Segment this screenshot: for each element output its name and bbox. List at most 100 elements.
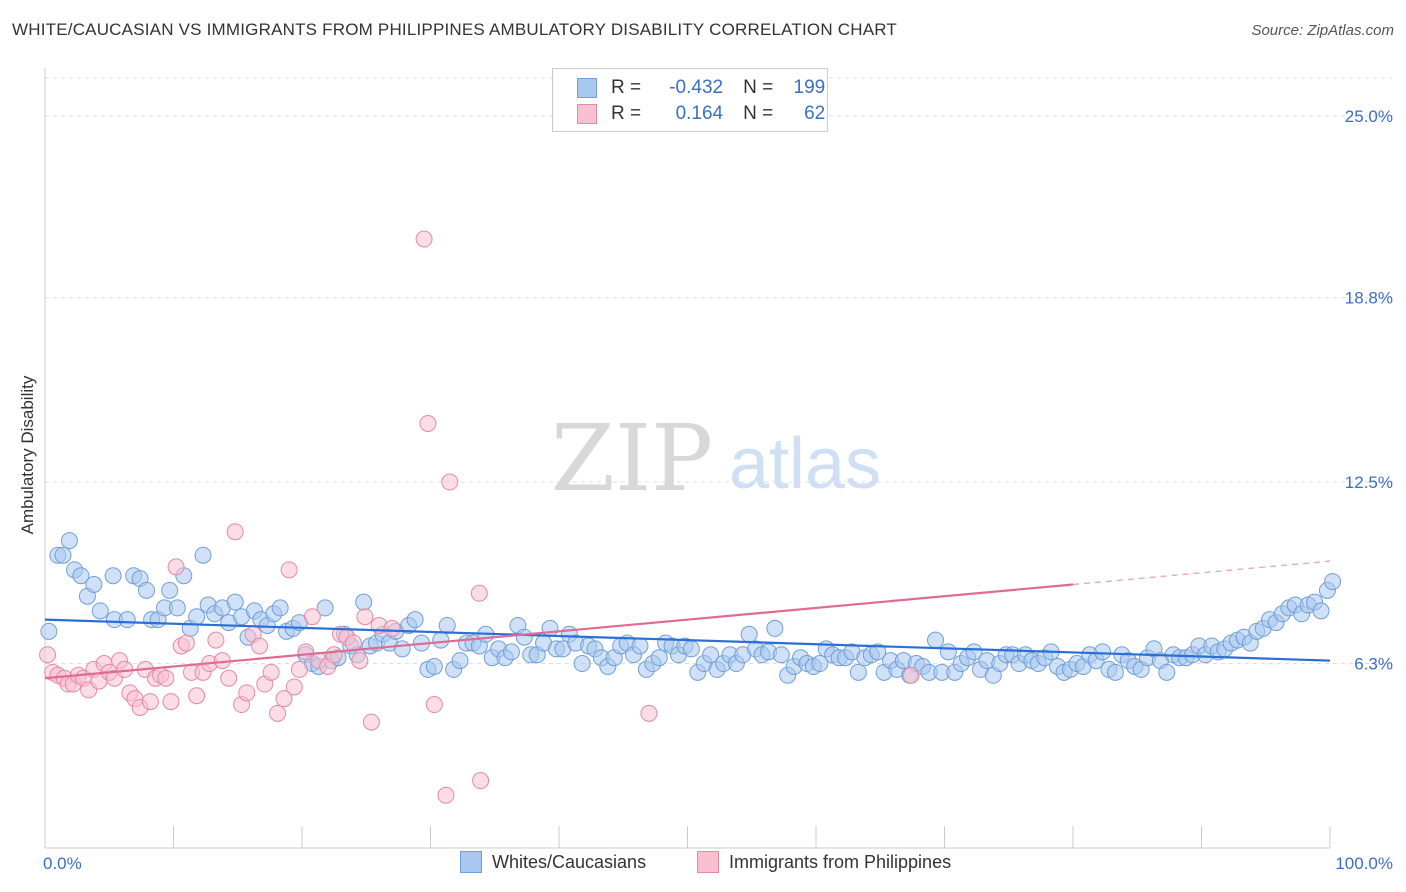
x-tick-label: 100.0% <box>1335 854 1393 873</box>
data-point-whites <box>515 628 533 646</box>
data-point-whites <box>1106 663 1124 681</box>
data-point-whites <box>226 593 244 611</box>
data-point-whites <box>869 643 887 661</box>
trend-line-philippines <box>44 583 1074 680</box>
watermark-zip: ZIP <box>551 405 713 512</box>
data-point-whites <box>631 637 649 655</box>
data-point-whites <box>965 643 983 661</box>
data-point-philippines <box>351 652 369 670</box>
data-point-philippines <box>356 608 374 626</box>
trend-lines <box>44 560 1331 680</box>
n-value-philippines: 62 <box>804 103 826 124</box>
chart-title: WHITE/CAUCASIAN VS IMMIGRANTS FROM PHILI… <box>12 20 897 39</box>
data-point-philippines <box>275 690 293 708</box>
data-point-whites <box>849 663 867 681</box>
data-point-whites <box>161 581 179 599</box>
data-point-philippines <box>220 669 238 687</box>
data-point-whites <box>740 625 758 643</box>
data-point-whites <box>91 602 109 620</box>
data-point-whites <box>766 619 784 637</box>
data-point-whites <box>502 643 520 661</box>
data-point-whites <box>772 646 790 664</box>
data-point-philippines <box>902 666 920 684</box>
data-point-whites <box>1158 663 1176 681</box>
axes <box>44 68 1331 849</box>
data-point-philippines <box>269 704 287 722</box>
legend-item-philippines: Immigrants from Philippines <box>697 851 951 873</box>
data-point-philippines <box>290 660 308 678</box>
data-point-philippines <box>162 693 180 711</box>
r-label: R = <box>611 77 642 98</box>
data-point-whites <box>927 631 945 649</box>
legend-item-whites: Whites/Caucasians <box>460 851 646 873</box>
n-label: N = <box>743 103 774 124</box>
y-tick-label: 12.5% <box>1345 473 1393 492</box>
watermark: ZIP atlas <box>551 405 881 512</box>
data-point-philippines <box>441 473 459 491</box>
data-point-philippines <box>325 646 343 664</box>
data-point-whites <box>939 643 957 661</box>
data-point-whites <box>811 655 829 673</box>
legend-swatch-whites-bottom <box>460 851 482 873</box>
data-point-whites <box>72 567 90 585</box>
data-point-whites <box>118 611 136 629</box>
source-label: Source: ZipAtlas.com <box>1251 22 1394 39</box>
y-tick-label: 6.3% <box>1354 655 1393 674</box>
data-point-whites <box>702 646 720 664</box>
data-point-whites <box>682 640 700 658</box>
data-point-whites <box>271 599 289 617</box>
n-value-whites: 199 <box>793 77 826 98</box>
data-point-whites <box>168 599 186 617</box>
data-point-whites <box>138 581 156 599</box>
data-point-philippines <box>303 608 321 626</box>
data-point-whites <box>188 608 206 626</box>
legend-label-whites: Whites/Caucasians <box>492 851 647 872</box>
legend-swatch-philippines-bottom <box>697 851 719 873</box>
data-point-philippines <box>285 678 303 696</box>
data-point-philippines <box>425 696 443 714</box>
watermark-atlas: atlas <box>729 424 881 504</box>
y-tick-label: 18.8% <box>1345 289 1393 308</box>
data-point-philippines <box>415 230 433 248</box>
trend-line-philippines-extension <box>1072 560 1331 586</box>
data-point-whites <box>432 631 450 649</box>
legend-label-philippines: Immigrants from Philippines <box>729 851 952 872</box>
data-point-philippines <box>177 634 195 652</box>
data-point-whites <box>1312 602 1330 620</box>
data-point-philippines <box>470 584 488 602</box>
data-point-whites <box>316 599 334 617</box>
data-point-philippines <box>207 631 225 649</box>
data-point-philippines <box>362 713 380 731</box>
data-point-philippines <box>419 414 437 432</box>
correlation-legend: R = -0.432 N = 199 R = 0.164 N = 62 <box>552 68 828 132</box>
data-point-philippines <box>251 637 269 655</box>
data-point-philippines <box>39 646 57 664</box>
legend-row-philippines: R = 0.164 N = 62 <box>577 102 825 126</box>
x-tick-label: 0.0% <box>43 854 82 873</box>
data-point-whites <box>104 567 122 585</box>
y-tick-label: 25.0% <box>1345 107 1393 126</box>
data-point-philippines <box>472 772 490 790</box>
legend-row-whites: R = -0.432 N = 199 <box>577 76 825 100</box>
data-point-philippines <box>383 619 401 637</box>
data-point-whites <box>1324 573 1342 591</box>
data-point-whites <box>355 593 373 611</box>
r-value-whites: -0.432 <box>669 77 724 98</box>
data-point-philippines <box>640 704 658 722</box>
data-point-whites <box>451 652 469 670</box>
data-point-whites <box>573 655 591 673</box>
data-point-whites <box>425 657 443 675</box>
legend-swatch-philippines <box>577 104 597 124</box>
data-point-whites <box>194 546 212 564</box>
data-point-philippines <box>437 786 455 804</box>
data-point-whites <box>60 532 78 550</box>
data-point-whites <box>40 622 58 640</box>
trend-line-whites <box>44 618 1331 662</box>
data-point-whites <box>541 619 559 637</box>
data-point-philippines <box>280 561 298 579</box>
grid-lines <box>45 77 1392 665</box>
legend-swatch-whites <box>577 78 597 98</box>
data-point-philippines <box>167 558 185 576</box>
data-points <box>39 230 1342 804</box>
